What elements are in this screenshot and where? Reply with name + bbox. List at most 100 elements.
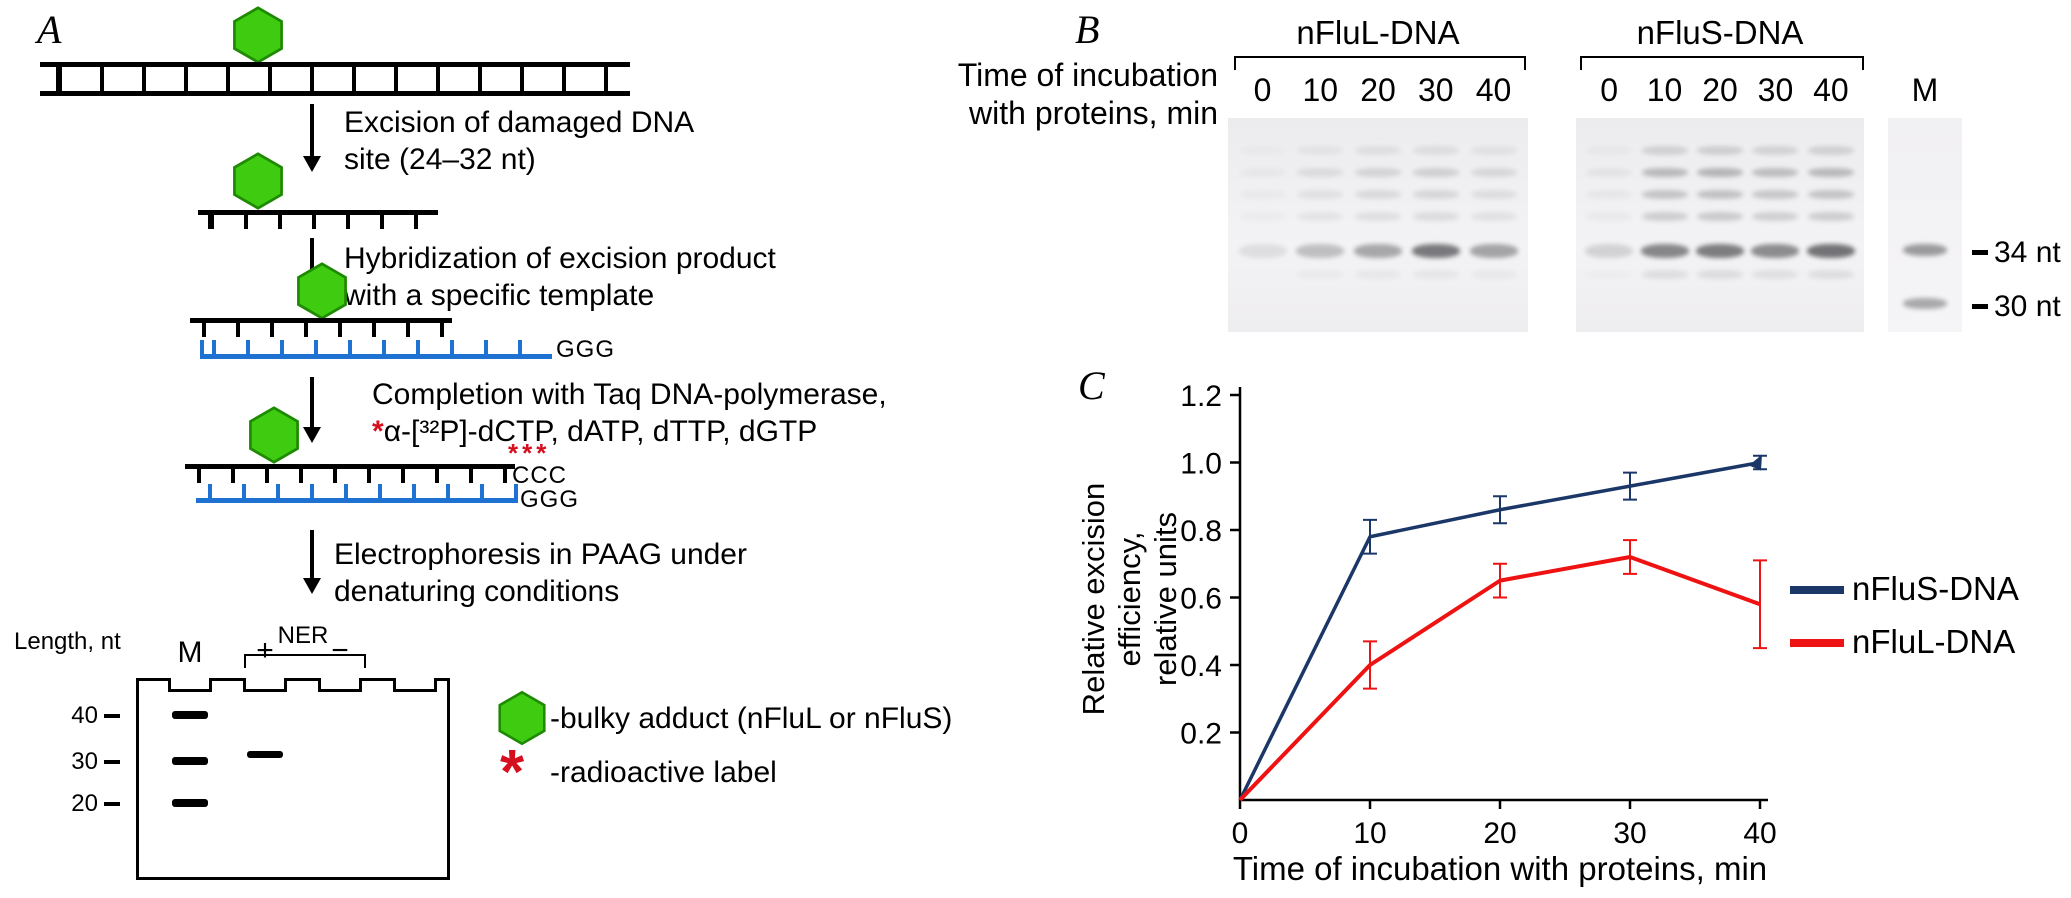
radioactive-star-icon: * [372, 415, 384, 448]
gel-band-34nt [1238, 244, 1287, 258]
gel-smear-band [1641, 146, 1688, 155]
lane-label-plus: + [256, 634, 274, 667]
gel-band-34nt [1411, 244, 1460, 258]
gel-smear-band [1412, 212, 1459, 221]
gel-image-marker-lane [1888, 118, 1962, 332]
damaged-dna-duplex [40, 62, 630, 96]
gel-band-34nt [1469, 244, 1518, 258]
step2-line2: with a specific template [344, 279, 655, 312]
gel-smear-band [1807, 146, 1854, 155]
gel-smear-band [1697, 168, 1743, 177]
incubation-row-label-line1: Time of incubation [957, 57, 1218, 93]
step4-line2: denaturing conditions [334, 575, 620, 608]
step3-line2-text: α-[³²P]-dCTP, dATP, dTTP, dGTP [383, 415, 818, 448]
gel-smear-band [1752, 212, 1799, 221]
gel-smear-band [1586, 146, 1632, 155]
incubation-row-label: Time of incubation with proteins, min [900, 56, 1218, 132]
marker-20-tick [104, 802, 120, 806]
x-tick-label: 10 [1353, 817, 1386, 850]
gel-smear-band [1412, 270, 1459, 279]
lane-number: 30 [1757, 72, 1794, 108]
step4-line1: Electrophoresis in PAAG under [334, 538, 747, 571]
gel-smear-band [1697, 212, 1743, 221]
excised-strand [190, 318, 452, 337]
gel-band-34nt [1806, 244, 1855, 258]
marker-30: 30 [71, 748, 98, 775]
gel-smear-band [1697, 146, 1743, 155]
legend-label-nflus: nFluS-DNA [1852, 570, 2019, 607]
bulky-adduct-icon [233, 6, 283, 64]
step3-line2: *α-[³²P]-dCTP, dATP, dTTP, dGTP [372, 413, 887, 450]
gel-smear-band [1240, 146, 1286, 155]
gel-band-34nt [1296, 244, 1345, 258]
panel-b-label: B [1075, 7, 1100, 52]
step4-text: Electrophoresis in PAAG under denaturing… [334, 536, 747, 610]
lane-number: 20 [1360, 72, 1396, 108]
bulky-adduct-icon [233, 152, 283, 210]
gel-smear-band [1470, 146, 1517, 155]
schematic-gel [136, 678, 450, 880]
gel-smear-band [1807, 212, 1854, 221]
workflow-arrow-icon [310, 104, 314, 156]
step1-line2: site (24–32 nt) [344, 143, 536, 176]
gel-smear-band [1412, 168, 1459, 177]
gel-smear-band [1355, 270, 1401, 279]
gel-image-nflus [1576, 118, 1864, 332]
gel-well [393, 678, 437, 692]
gel-smear-band [1752, 270, 1799, 279]
gel2-lane-numbers: 0 10 20 30 40 [1576, 72, 1864, 112]
gel-smear-band [1807, 270, 1854, 279]
gel2-bracket [1580, 56, 1864, 70]
gel-band-34nt [1354, 244, 1402, 258]
gel-smear-band [1641, 270, 1688, 279]
gel-smear-band [1470, 168, 1517, 177]
gel-smear-band [1752, 168, 1799, 177]
x-tick-label: 20 [1483, 817, 1516, 850]
gel-smear-band [1586, 212, 1632, 221]
x-tick-label: 30 [1613, 817, 1646, 850]
lane-number: 0 [1253, 72, 1272, 108]
gel-image-nflul [1228, 118, 1528, 332]
marker-40: 40 [71, 702, 98, 729]
y-axis-label-line2: efficiency, [1112, 531, 1147, 667]
series-line-nflul-dna [1238, 555, 1761, 802]
template-strand [196, 484, 518, 503]
legend-swatch-1 [1790, 639, 1844, 647]
gel1-bracket [1234, 56, 1526, 70]
gel-smear-band [1641, 190, 1688, 199]
panel-a-label: A [37, 7, 62, 52]
gel-smear-band [1240, 190, 1286, 199]
gel-smear-band [1412, 190, 1459, 199]
gel-smear-band [1470, 212, 1517, 221]
lane-number: 40 [1475, 72, 1512, 108]
ccc-label: CCC [512, 462, 567, 489]
marker-30-tick [104, 760, 120, 764]
gel-band-34nt [1696, 244, 1744, 258]
completed-strand [185, 464, 515, 483]
gel-smear-band [1586, 270, 1632, 279]
gel-smear-band [1697, 270, 1743, 279]
lane-label-minus: − [331, 634, 349, 667]
gel-smear-band [1586, 190, 1633, 199]
step1-line1: Excision of damaged DNA [344, 106, 695, 139]
incubation-row-label-line2: with proteins, min [969, 95, 1218, 131]
y-axis-label-line1: Relative excision [1076, 482, 1111, 716]
x-axis-label: Time of incubation with proteins, min [1232, 850, 1768, 887]
workflow-arrow-icon [310, 238, 314, 288]
gel-smear-band [1355, 146, 1401, 155]
x-tick-label: 40 [1743, 817, 1776, 850]
step2-line1: Hybridization of excision product [344, 242, 776, 275]
lane-number: 40 [1813, 72, 1849, 108]
legend-bulky-adduct: -bulky adduct (nFluL or nFluS) [550, 702, 953, 735]
size-marker-tick-34 [1972, 250, 1988, 255]
gel-smear-band [1586, 168, 1633, 177]
gel-smear-band [1641, 212, 1688, 221]
gel-smear-band [1752, 146, 1799, 155]
gel-smear-band [1239, 168, 1286, 177]
length-axis-label: Length, nt [14, 628, 121, 655]
gel-well [168, 678, 212, 692]
marker-lane-header: M [1888, 72, 1962, 112]
lane-number: 30 [1417, 72, 1454, 108]
step3-line1: Completion with Taq DNA-polymerase, [372, 378, 887, 411]
marker-lane-label: M [1911, 72, 1939, 108]
